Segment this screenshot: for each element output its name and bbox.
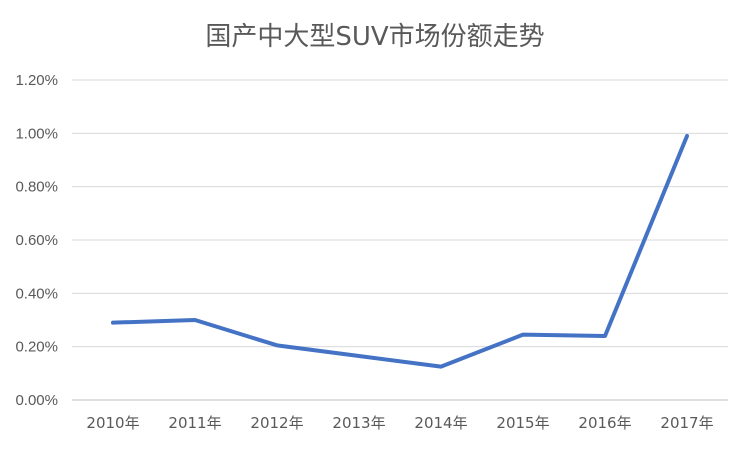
y-tick-label: 0.20%: [15, 339, 58, 356]
x-tick-label: 2017年: [660, 414, 713, 432]
series-line: [111, 134, 689, 369]
y-tick-label: 1.20%: [15, 72, 58, 89]
chart-title: 国产中大型SUV市场份额走势: [205, 22, 545, 52]
y-tick-label: 0.00%: [15, 392, 58, 409]
x-tick-label: 2013年: [332, 414, 385, 432]
x-tick-label: 2015年: [496, 414, 549, 432]
y-tick-label: 0.40%: [15, 285, 58, 302]
y-tick-label: 0.80%: [15, 179, 58, 196]
x-tick-label: 2010年: [86, 414, 139, 432]
y-tick-label: 0.60%: [15, 232, 58, 249]
y-tick-label: 1.00%: [15, 125, 58, 142]
x-tick-label: 2016年: [578, 414, 631, 432]
x-tick-label: 2012年: [250, 414, 303, 432]
x-tick-label: 2014年: [414, 414, 467, 432]
x-tick-label: 2011年: [168, 414, 221, 432]
